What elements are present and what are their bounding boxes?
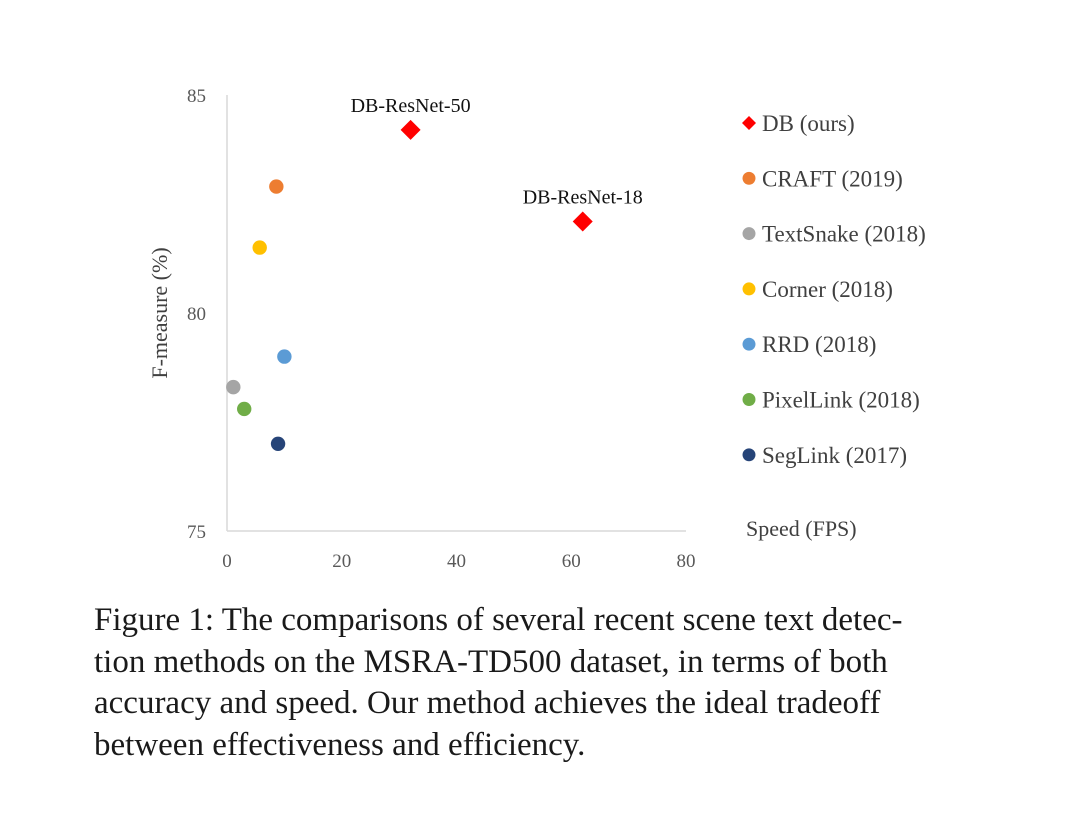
legend-label: DB (ours) [762,111,855,136]
legend-marker [742,171,756,185]
legend-label: TextSnake (2018) [762,222,926,247]
x-tick-label: 0 [222,551,232,572]
legend-label: PixelLink (2018) [762,388,920,413]
caption-line: between effectiveness and efficiency. [94,726,586,763]
caption-line: accuracy and speed. Our method achieves … [94,685,881,721]
legend-marker [742,393,756,406]
data-points: DB-ResNet-50 DB-ResNet-18 [226,95,643,451]
legend-marker [742,227,756,241]
data-label: DB-ResNet-18 [523,186,643,208]
data-point [237,401,252,417]
legend: DB (ours) CRAFT (2019) TextSnake (2018) Cor… [742,111,926,468]
legend-label: RRD (2018) [762,332,876,357]
data-point [252,240,267,255]
legend-marker [742,448,756,462]
x-tick-label: 60 [562,551,581,572]
data-point [400,119,421,140]
x-tick-label: 80 [677,551,696,572]
data-point [269,179,284,194]
figure-caption: Figure 1: The comparisons of several rec… [94,600,1014,766]
y-tick-label: 75 [187,522,206,543]
legend-label: SegLink (2017) [762,443,907,468]
x-tick-label: 40 [447,551,466,572]
data-point [572,211,593,232]
x-tick-label: 20 [332,551,351,572]
axes: 0 20 40 60 80 75 80 85 Speed (FPS) F-measure (%) [147,86,857,572]
caption-line: Figure 1: The comparisons of several rec… [94,602,903,638]
legend-marker [742,116,756,130]
x-axis-title: Speed (FPS) [746,516,857,541]
y-tick-label: 80 [187,304,206,325]
data-point [270,436,286,451]
data-point [226,379,241,395]
legend-marker [742,337,756,351]
caption-line: tion methods on the MSRA-TD500 dataset, … [94,643,888,680]
data-label: DB-ResNet-50 [351,95,471,117]
legend-marker [742,282,756,296]
y-tick-label: 85 [187,86,206,107]
legend-label: Corner (2018) [762,277,893,302]
data-point [277,349,292,364]
y-axis-title: F-measure (%) [147,247,172,378]
legend-label: CRAFT (2019) [762,166,903,191]
